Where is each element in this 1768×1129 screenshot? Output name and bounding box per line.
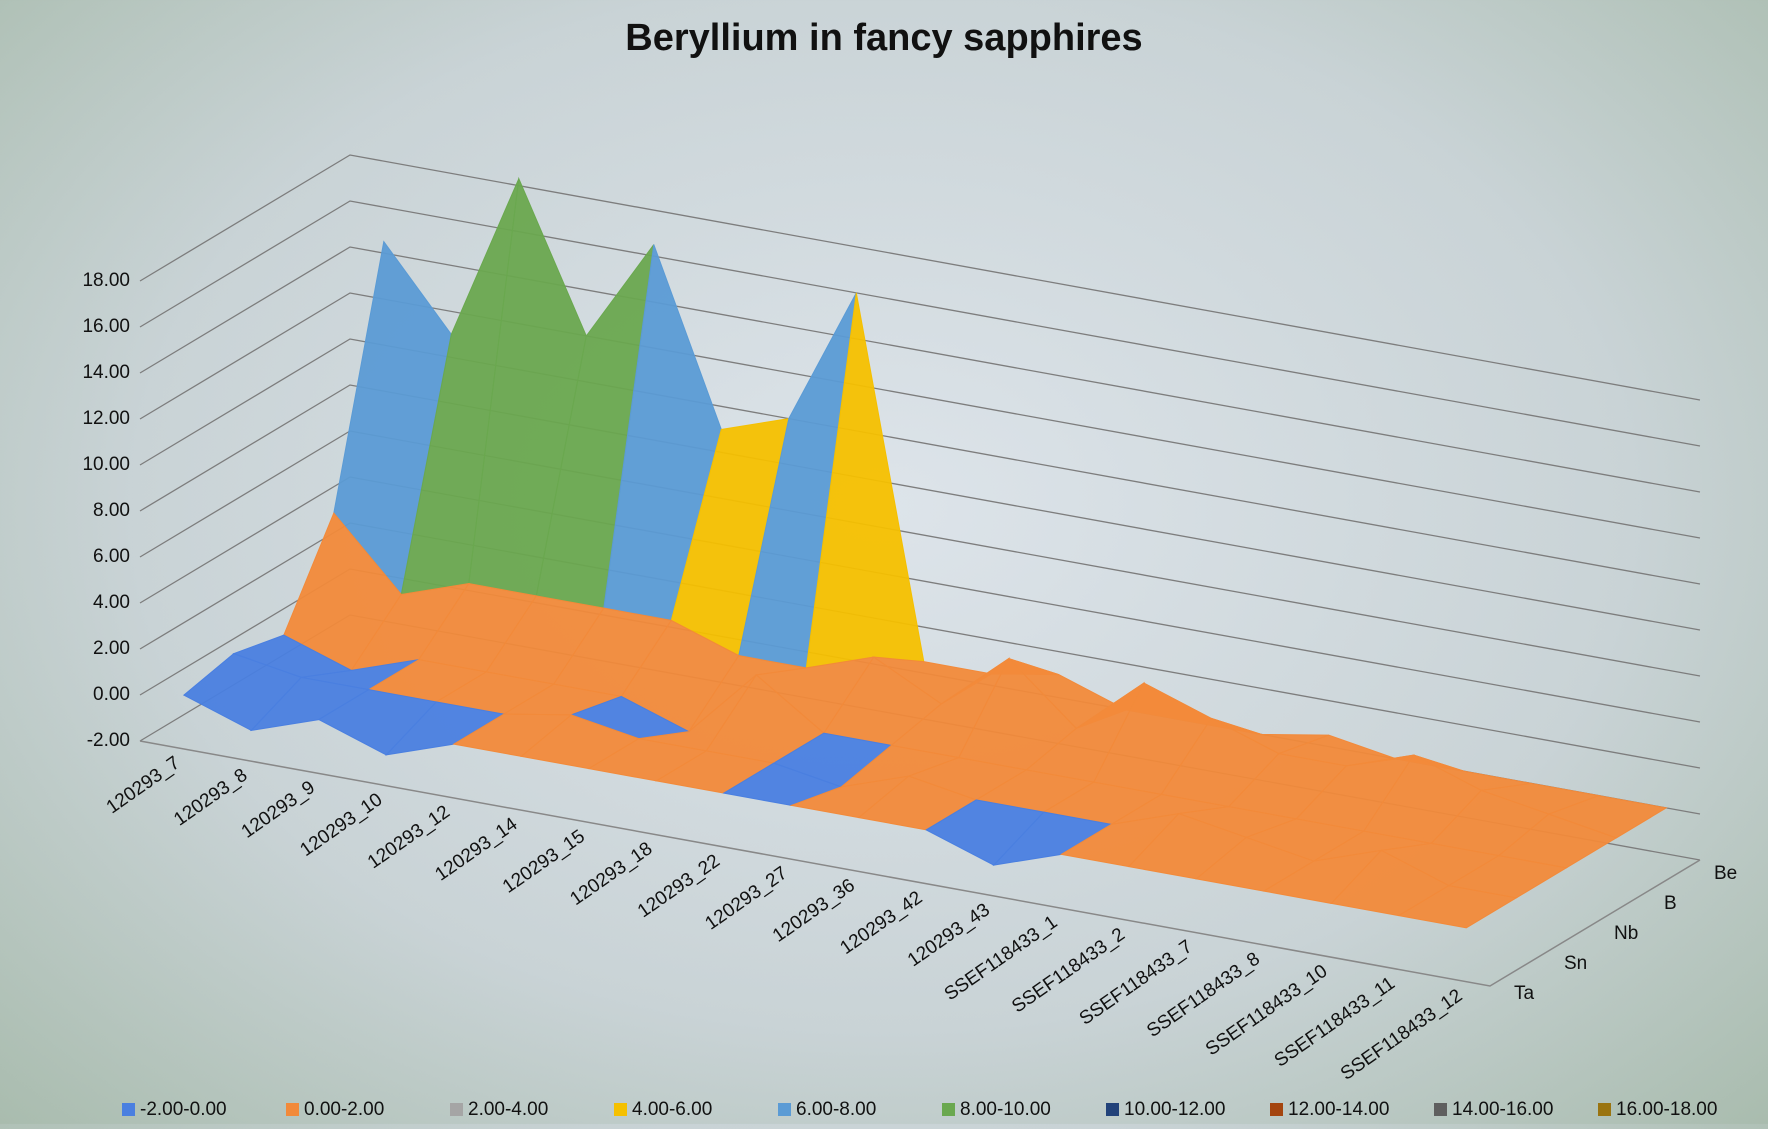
series-label: Ta (1514, 983, 1535, 1004)
category-axis (139, 740, 1701, 987)
grid-line (139, 292, 1701, 539)
legend-label: 10.00-12.00 (1124, 1099, 1225, 1120)
legend-swatch (614, 1103, 627, 1116)
legend-swatch (1434, 1103, 1447, 1116)
grid-line (139, 154, 1701, 401)
legend-label: 0.00-2.00 (304, 1099, 384, 1120)
z-tick-label: 8.00 (93, 500, 130, 521)
chart-title: Beryllium in fancy sapphires (625, 17, 1142, 59)
x-tick-label: 120293_9 (238, 777, 319, 843)
legend-label: -2.00-0.00 (140, 1099, 227, 1120)
z-tick-label: 2.00 (93, 638, 130, 659)
z-tick-label: 4.00 (93, 592, 130, 613)
surface-patch (1397, 885, 1518, 929)
series-label: Sn (1564, 953, 1587, 974)
legend-label: 2.00-4.00 (468, 1099, 548, 1120)
legend-label: 6.00-8.00 (796, 1099, 876, 1120)
grid-line (139, 200, 1701, 447)
legend-swatch (1106, 1103, 1119, 1116)
z-tick-label: 6.00 (93, 546, 130, 567)
z-tick-label: 0.00 (93, 684, 130, 705)
legend-label: 14.00-16.00 (1452, 1099, 1553, 1120)
z-tick-label: -2.00 (87, 730, 130, 751)
x-tick-label: 120293_8 (170, 765, 251, 831)
grid-line (139, 246, 1701, 493)
series-label: Be (1714, 863, 1737, 884)
grid-line (139, 338, 1701, 585)
z-tick-label: 18.00 (82, 270, 130, 291)
z-tick-label: 16.00 (82, 316, 130, 337)
legend-label: 4.00-6.00 (632, 1099, 712, 1120)
x-tick-label: 120293_7 (103, 753, 184, 819)
legend-swatch (122, 1103, 135, 1116)
legend-swatch (1598, 1103, 1611, 1116)
legend-swatch (778, 1103, 791, 1116)
legend-swatch (286, 1103, 299, 1116)
legend-label: 8.00-10.00 (960, 1099, 1051, 1120)
legend-swatch (942, 1103, 955, 1116)
series-label: Nb (1614, 923, 1638, 944)
z-tick-label: 14.00 (82, 362, 130, 383)
series-label: B (1664, 893, 1677, 914)
z-tick-label: 12.00 (82, 408, 130, 429)
z-tick-label: 10.00 (82, 454, 130, 475)
grid-line (139, 384, 1701, 631)
legend-label: 12.00-14.00 (1288, 1099, 1389, 1120)
legend-swatch (1270, 1103, 1283, 1116)
legend-label: 16.00-18.00 (1616, 1099, 1717, 1120)
legend-swatch (450, 1103, 463, 1116)
